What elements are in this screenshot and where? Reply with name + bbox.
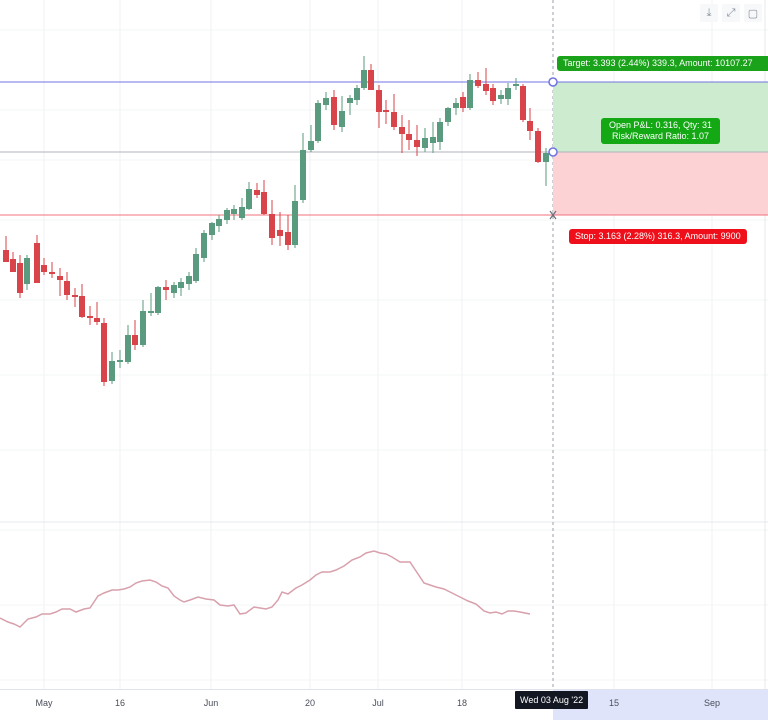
axis-tick-20: 20	[304, 698, 316, 708]
maximize-icon[interactable]: ▢	[744, 4, 762, 22]
price-chart[interactable]	[0, 0, 768, 689]
target-label: Target: 3.393 (2.44%) 339.3, Amount: 101…	[557, 56, 768, 71]
axis-tick-jun: Jun	[203, 698, 219, 708]
open-pnl-text: Open P&L: 0.316, Qty: 31	[609, 120, 713, 130]
indicator-line	[0, 550, 531, 628]
open-pnl-label: Open P&L: 0.316, Qty: 31 Risk/Reward Rat…	[601, 118, 721, 144]
position-zones	[0, 81, 768, 216]
download-icon[interactable]: ⤓	[700, 4, 718, 22]
position-handles	[548, 77, 558, 220]
axis-tick-15: 15	[608, 698, 620, 708]
axis-tick-may: May	[35, 698, 53, 708]
chart-toolbar: ⤓ ⤢ ▢	[700, 4, 762, 22]
time-axis[interactable]: May 16 Jun 20 Jul 18 15 Sep Wed 03 Aug '22	[0, 689, 768, 720]
risk-reward-text: Risk/Reward Ratio: 1.07	[612, 131, 710, 141]
stop-label: Stop: 3.163 (2.28%) 316.3, Amount: 9900	[569, 229, 747, 244]
axis-tick-16: 16	[114, 698, 126, 708]
axis-tick-sep: Sep	[703, 698, 721, 708]
axis-tick-jul: Jul	[372, 698, 384, 708]
chart-grid	[0, 0, 768, 689]
axis-tick-18: 18	[456, 698, 468, 708]
position-range-band	[553, 690, 768, 720]
collapse-icon[interactable]: ⤢	[722, 4, 740, 22]
crosshair-date-label: Wed 03 Aug '22	[515, 691, 589, 709]
candlestick-series	[3, 56, 549, 386]
